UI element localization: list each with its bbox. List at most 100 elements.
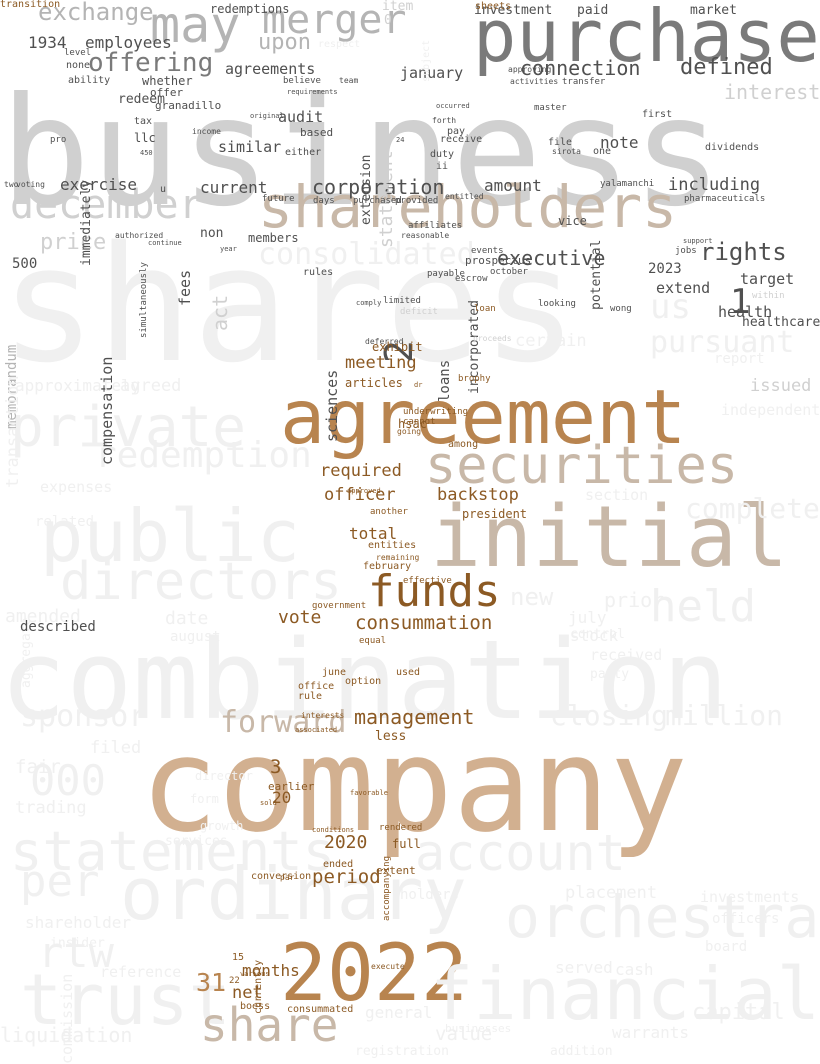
word-113: payable bbox=[427, 269, 465, 279]
word-117: vice bbox=[558, 214, 587, 228]
word-254: remaining bbox=[376, 553, 420, 562]
word-249: boess bbox=[240, 1001, 271, 1012]
word-215: registration bbox=[355, 1044, 449, 1059]
word-164: transfer bbox=[562, 77, 606, 87]
word-130: entitled bbox=[445, 192, 484, 201]
word-38: upon bbox=[258, 30, 311, 55]
word-28: per bbox=[20, 856, 100, 907]
word-195: complete bbox=[685, 492, 820, 525]
word-44: connection bbox=[520, 56, 641, 80]
word-84: extension bbox=[359, 154, 374, 225]
word-59: 31 bbox=[196, 968, 227, 997]
word-242: rule bbox=[298, 691, 323, 702]
word-10: public bbox=[40, 494, 301, 578]
word-23: funds bbox=[368, 566, 501, 617]
word-136: support bbox=[683, 237, 713, 245]
word-116: events bbox=[471, 246, 504, 256]
word-65: target bbox=[740, 270, 795, 288]
word-152: year bbox=[220, 245, 237, 253]
word-257: interests bbox=[301, 711, 345, 720]
word-235: commission bbox=[58, 973, 76, 1064]
word-252: government bbox=[312, 601, 367, 611]
word-159: market bbox=[690, 3, 737, 18]
word-204: cash bbox=[615, 960, 654, 979]
word-263: transition bbox=[0, 0, 61, 10]
word-165: activities bbox=[510, 77, 559, 86]
word-88: exhibit bbox=[372, 340, 423, 354]
word-243: used bbox=[396, 667, 421, 678]
word-83: immediately bbox=[79, 179, 94, 266]
word-104: underwriting bbox=[403, 407, 469, 417]
word-29: rtw bbox=[38, 928, 114, 977]
word-121: pay bbox=[447, 126, 466, 137]
word-223: growth bbox=[200, 819, 244, 833]
word-255: another bbox=[370, 507, 408, 517]
word-131: yalamanchi bbox=[600, 179, 655, 189]
word-126: either bbox=[285, 147, 322, 158]
word-16: statements bbox=[10, 820, 336, 883]
word-175: believe bbox=[283, 76, 321, 86]
word-241: office bbox=[298, 681, 335, 692]
word-181: first bbox=[642, 109, 673, 120]
word-237: described bbox=[20, 619, 96, 635]
word-226: amended bbox=[5, 606, 81, 627]
word-238: redemptions bbox=[210, 2, 290, 16]
word-171: granadillo bbox=[155, 99, 222, 112]
word-209: placement bbox=[565, 883, 658, 903]
word-49: period bbox=[312, 866, 381, 888]
word-148: deferred bbox=[365, 337, 404, 346]
word-188: dividends bbox=[705, 142, 760, 153]
word-19: held bbox=[650, 581, 756, 632]
word-176: team bbox=[339, 76, 359, 85]
word-172: llc bbox=[134, 131, 156, 145]
word-43: management bbox=[354, 705, 475, 729]
word-118: duty bbox=[430, 149, 455, 160]
word-180: master bbox=[534, 103, 567, 113]
word-251: execute bbox=[371, 962, 405, 971]
word-135: jobs bbox=[675, 246, 697, 256]
word-168: none bbox=[66, 60, 91, 71]
word-169: ability bbox=[68, 75, 111, 86]
word-200: control bbox=[570, 627, 625, 642]
word-208: capital bbox=[692, 1000, 785, 1025]
word-248: various bbox=[240, 970, 270, 978]
word-232: expenses bbox=[40, 478, 113, 496]
word-201: received bbox=[590, 646, 663, 664]
word-224: form bbox=[190, 792, 219, 806]
word-182: 24 bbox=[396, 136, 405, 144]
word-158: paid bbox=[577, 3, 609, 18]
word-217: businesses bbox=[445, 1022, 512, 1035]
word-57: net bbox=[232, 983, 263, 1003]
word-128: purchased bbox=[353, 196, 402, 206]
word-36: exchange bbox=[38, 0, 154, 26]
word-60: 3 bbox=[270, 756, 282, 778]
word-54: required bbox=[320, 461, 402, 481]
word-89: articles bbox=[345, 376, 403, 390]
word-3: combination bbox=[0, 616, 729, 744]
word-193: independent bbox=[721, 401, 820, 419]
word-173: tax bbox=[134, 116, 153, 127]
word-78: compensation bbox=[98, 356, 116, 465]
word-13: trust bbox=[20, 959, 231, 1041]
word-261: sold bbox=[260, 799, 277, 807]
word-25: redemption bbox=[95, 435, 312, 476]
word-198: july bbox=[568, 608, 607, 627]
word-187: two bbox=[4, 180, 19, 189]
word-125: based bbox=[300, 126, 334, 139]
word-162: respect bbox=[318, 39, 361, 50]
word-145: future bbox=[262, 194, 295, 204]
word-109: loan bbox=[474, 304, 496, 314]
word-50: 2020 bbox=[324, 832, 368, 853]
word-245: accompanying bbox=[382, 855, 392, 921]
word-39: rights bbox=[700, 238, 787, 266]
word-94: effective bbox=[403, 576, 452, 586]
word-51: meeting bbox=[345, 353, 417, 373]
word-186: voting bbox=[16, 180, 45, 189]
word-234: reference bbox=[100, 963, 182, 981]
word-262: par bbox=[280, 873, 295, 882]
word-9: 2022 bbox=[280, 929, 468, 1019]
word-149: authorized bbox=[115, 231, 164, 240]
word-91: president bbox=[462, 507, 528, 521]
word-219: shareholder bbox=[25, 913, 131, 932]
word-96: earlier bbox=[268, 780, 315, 793]
